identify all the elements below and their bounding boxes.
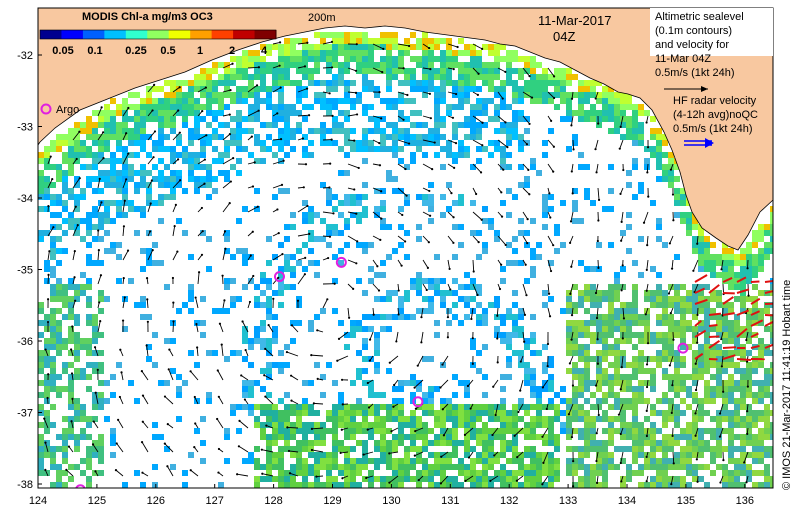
svg-text:(0.1m contours): (0.1m contours) — [655, 25, 732, 37]
y-tick-label: -34 — [17, 193, 33, 205]
hf-radar-vectors — [694, 274, 773, 361]
date-label: 11-Mar-2017 — [538, 13, 611, 28]
x-tick-label: 126 — [147, 495, 165, 507]
x-tick-label: 131 — [441, 495, 459, 507]
svg-text:11-Mar 04Z: 11-Mar 04Z — [655, 53, 711, 65]
hf-radar-legend: HF radar velocity (4-12h avg)noQC 0.5m/s… — [673, 95, 758, 148]
hf-radar-legend-arrow — [684, 138, 714, 148]
svg-text:HF radar velocity: HF radar velocity — [673, 95, 757, 107]
colorbar-tick-label: 4 — [261, 45, 268, 57]
argo-float-marker — [335, 256, 347, 268]
argo-float-marker — [412, 396, 424, 408]
y-tick-label: -37 — [17, 408, 33, 420]
y-axis-ticks: -32 -33 -34 -35 -36 -37 -38 — [17, 50, 42, 491]
svg-text:and velocity for: and velocity for — [655, 39, 729, 51]
argo-floats — [75, 256, 689, 488]
colorbar-segment — [125, 30, 148, 39]
y-tick-label: -35 — [17, 265, 33, 277]
colorbar-title: MODIS Chl-a mg/m3 OC3 — [82, 11, 213, 23]
x-tick-label: 128 — [264, 495, 282, 507]
colorbar-segment — [82, 30, 105, 39]
svg-text:Altimetric sealevel: Altimetric sealevel — [655, 11, 744, 23]
colorbar-tick-label: 0.25 — [125, 45, 146, 57]
x-tick-label: 136 — [736, 495, 754, 507]
chlorophyll-pixels — [38, 32, 773, 488]
altimetry-legend-box — [650, 8, 773, 56]
svg-text:Argo: Argo — [56, 104, 79, 116]
svg-text:0.5m/s (1kt 24h): 0.5m/s (1kt 24h) — [673, 123, 752, 135]
argo-float-marker — [677, 342, 689, 354]
x-tick-label: 135 — [677, 495, 695, 507]
credit-text: © IMOS 21-Mar-2017 11:41:19 Hobart time — [781, 280, 793, 490]
colorbar-tick-label: 1 — [197, 45, 203, 57]
colorbar-tick-label: 0.5 — [160, 45, 175, 57]
x-tick-label: 130 — [382, 495, 400, 507]
altimetry-legend-arrow — [664, 86, 708, 92]
x-tick-label: 127 — [206, 495, 224, 507]
x-tick-label: 133 — [559, 495, 577, 507]
colorbar-tick-label: 0.1 — [87, 45, 102, 57]
colorbar-tick-label: 2 — [229, 45, 235, 57]
svg-text:(4-12h avg)noQC: (4-12h avg)noQC — [673, 109, 758, 121]
argo-legend: Argo — [40, 103, 79, 116]
land-mass — [38, 8, 773, 251]
colorbar-tick-label: 0.05 — [52, 45, 73, 57]
x-tick-label: 129 — [323, 495, 341, 507]
colorbar-segment — [147, 30, 170, 39]
plot-frame — [37, 7, 774, 489]
x-axis-ticks: 124 125 126 127 128 129 130 131 132 133 134 135 136 — [29, 484, 754, 507]
y-tick-label: -38 — [17, 479, 33, 491]
velocity-vectors — [43, 40, 750, 488]
depth-contour-label: 200m — [308, 12, 336, 24]
x-tick-label: 125 — [88, 495, 106, 507]
colorbar-ticks: 0.05 0.1 0.25 0.5 1 2 4 — [52, 45, 268, 57]
argo-float-marker — [273, 271, 285, 283]
colorbar-segment — [40, 30, 62, 39]
colorbar-segment — [61, 30, 84, 39]
altimetry-legend: Altimetric sealevel (0.1m contours) and … — [655, 11, 744, 92]
colorbar-segment — [190, 30, 213, 39]
colorbar-segment — [254, 30, 277, 39]
svg-text:0.5m/s (1kt 24h): 0.5m/s (1kt 24h) — [655, 67, 734, 79]
y-tick-label: -33 — [17, 122, 33, 134]
colorbar-segment — [211, 30, 234, 39]
colorbar — [39, 29, 277, 40]
argo-legend-marker — [40, 103, 52, 115]
x-tick-label: 132 — [500, 495, 518, 507]
x-tick-label: 134 — [618, 495, 636, 507]
argo-float-marker — [75, 484, 86, 488]
time-label: 04Z — [553, 29, 575, 44]
x-tick-label: 124 — [29, 495, 47, 507]
y-tick-label: -32 — [17, 50, 33, 62]
colorbar-segment — [233, 30, 256, 39]
colorbar-segment — [104, 30, 127, 39]
y-tick-label: -36 — [17, 336, 33, 348]
colorbar-segment — [168, 30, 191, 39]
